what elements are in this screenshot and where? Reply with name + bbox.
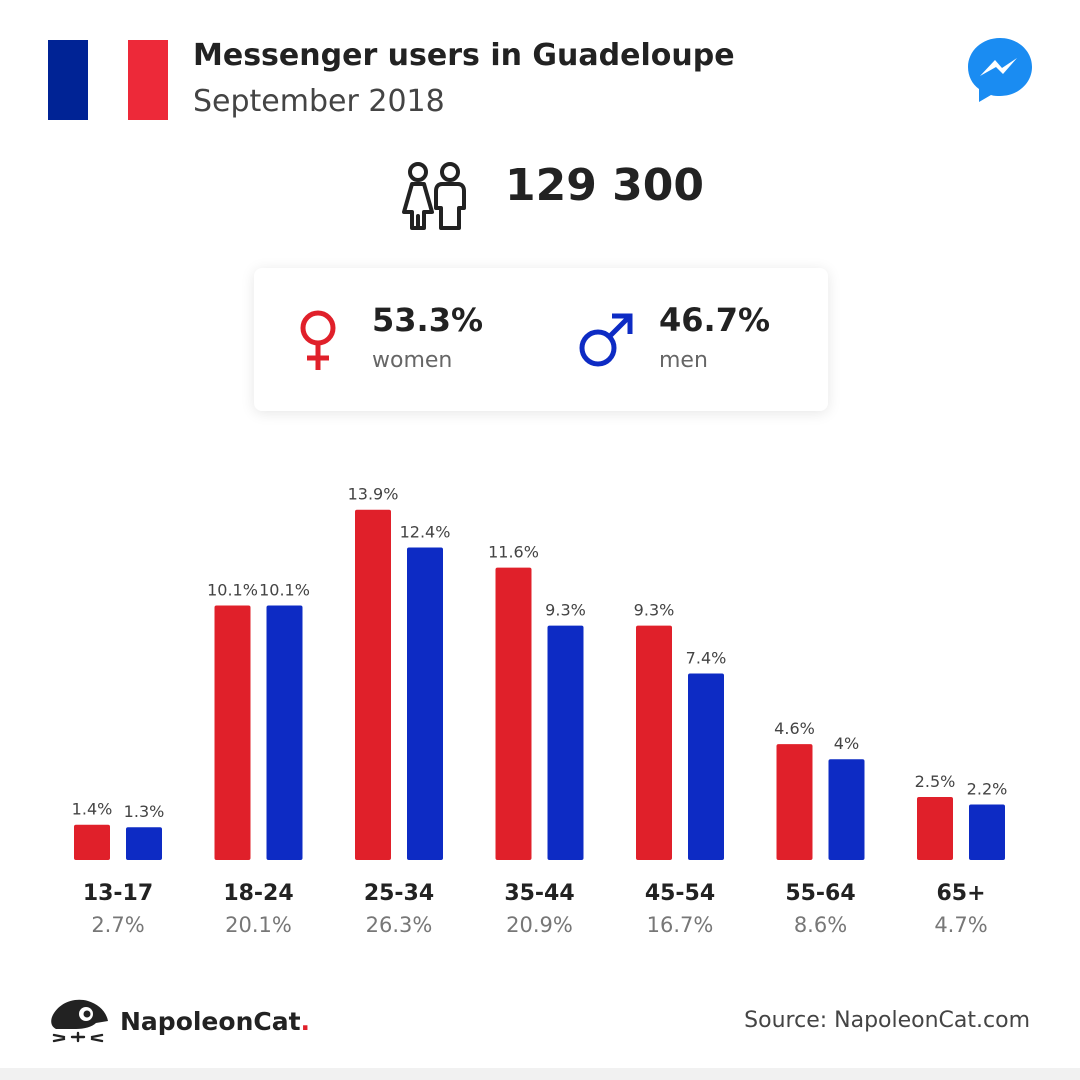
bar-label-men-35-44: 9.3% xyxy=(545,601,586,620)
page-subtitle: September 2018 xyxy=(193,84,445,119)
source-credit: Source: NapoleonCat.com xyxy=(744,1008,1030,1033)
bar-men-55-64 xyxy=(828,759,865,860)
male-symbol-icon xyxy=(579,313,633,367)
bar-women-65+ xyxy=(917,797,953,860)
bar-men-18-24 xyxy=(266,605,303,860)
flag-stripe-white xyxy=(88,40,128,120)
brand-name-text: NapoleonCat xyxy=(120,1006,301,1036)
bar-label-women-45-54: 9.3% xyxy=(634,601,675,620)
bar-men-35-44 xyxy=(547,625,584,860)
category-label-65+: 65+ xyxy=(936,881,985,906)
category-label-25-34: 25-34 xyxy=(364,881,434,906)
bar-men-45-54 xyxy=(688,673,724,860)
bar-label-women-35-44: 11.6% xyxy=(488,543,539,562)
category-label-35-44: 35-44 xyxy=(504,881,574,906)
group-total-13-17: 2.7% xyxy=(91,913,144,937)
bar-label-men-18-24: 10.1% xyxy=(259,580,310,599)
group-total-65+: 4.7% xyxy=(934,913,987,937)
bar-label-men-65+: 2.2% xyxy=(967,780,1008,799)
bar-label-men-55-64: 4% xyxy=(834,734,859,753)
bar-label-women-18-24: 10.1% xyxy=(207,580,258,599)
bar-women-25-34 xyxy=(355,509,391,860)
age-gender-bar-chart: 1.4% 1.3% 13-17 2.7% 10.1% 10.1% 18-24 20.1% 13.… xyxy=(72,485,1008,937)
men-label: men xyxy=(659,348,708,373)
women-percent: 53.3% xyxy=(372,301,484,339)
bar-label-women-55-64: 4.6% xyxy=(774,719,815,738)
gender-split-card: 53.3% women 46.7% men xyxy=(254,268,828,411)
people-icon xyxy=(402,162,466,230)
bar-women-45-54 xyxy=(636,625,672,860)
flag-stripe-blue xyxy=(48,40,88,120)
group-total-35-44: 20.9% xyxy=(506,913,573,937)
category-label-45-54: 45-54 xyxy=(645,881,715,906)
bar-label-men-13-17: 1.3% xyxy=(124,802,165,821)
group-total-55-64: 8.6% xyxy=(794,913,847,937)
flag-stripe-red xyxy=(128,40,168,120)
page-title: Messenger users in Guadeloupe xyxy=(193,38,735,73)
bar-men-13-17 xyxy=(126,827,162,860)
brand-dot: . xyxy=(300,1006,311,1036)
men-percent: 46.7% xyxy=(659,301,771,339)
group-total-45-54: 16.7% xyxy=(647,913,714,937)
napoleoncat-cat-icon xyxy=(51,999,108,1043)
bar-label-women-25-34: 13.9% xyxy=(348,485,399,504)
total-users-value: 129 300 xyxy=(505,160,705,211)
bar-men-65+ xyxy=(969,804,1005,860)
bar-label-men-25-34: 12.4% xyxy=(400,523,451,542)
bar-women-13-17 xyxy=(74,824,110,860)
bar-label-men-45-54: 7.4% xyxy=(686,649,727,668)
female-symbol-icon xyxy=(300,310,336,370)
bottom-strip xyxy=(0,1068,1080,1080)
bar-label-women-13-17: 1.4% xyxy=(72,800,113,819)
women-label: women xyxy=(372,348,453,373)
category-label-18-24: 18-24 xyxy=(223,881,293,906)
category-label-55-64: 55-64 xyxy=(785,881,855,906)
group-total-18-24: 20.1% xyxy=(225,913,292,937)
bar-women-35-44 xyxy=(495,567,532,860)
messenger-logo-icon xyxy=(968,38,1032,102)
bar-women-18-24 xyxy=(214,605,251,860)
brand-logo: NapoleonCat. xyxy=(48,996,310,1046)
country-flag xyxy=(48,40,168,120)
bar-women-55-64 xyxy=(776,744,813,860)
group-total-25-34: 26.3% xyxy=(366,913,433,937)
bar-label-women-65+: 2.5% xyxy=(915,772,956,791)
category-label-13-17: 13-17 xyxy=(83,881,153,906)
bar-men-25-34 xyxy=(407,547,443,860)
brand-name: NapoleonCat. xyxy=(120,1007,310,1036)
